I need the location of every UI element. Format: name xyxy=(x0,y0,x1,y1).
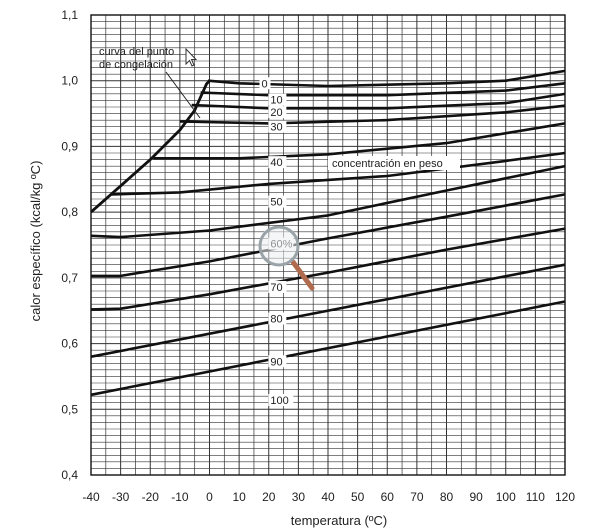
series-label-bg xyxy=(268,93,287,106)
series-line-60 xyxy=(90,164,566,239)
series-line-0 xyxy=(207,69,566,88)
freezing-curve-pointer xyxy=(165,71,201,119)
series-label-80: 80 xyxy=(270,314,282,326)
series-label-30: 30 xyxy=(270,122,282,134)
y-tick-label: 0,9 xyxy=(61,139,78,153)
y-tick-label: 0,4 xyxy=(61,468,78,482)
x-tick-label: 110 xyxy=(526,490,545,504)
series-line-100 xyxy=(90,300,566,397)
series-label-40: 40 xyxy=(270,157,282,169)
freezing-curve-label-line2: de congelación xyxy=(99,59,173,71)
freezing-curve xyxy=(90,79,211,214)
series-label-20: 20 xyxy=(270,107,282,119)
series-line-30 xyxy=(179,104,566,125)
x-tick-label: 120 xyxy=(555,490,575,504)
series-label-100: 100 xyxy=(270,395,288,407)
series-line-90 xyxy=(90,263,566,358)
x-tick-label: 100 xyxy=(496,490,516,504)
x-tick-label: 20 xyxy=(262,490,276,504)
series-label-bg xyxy=(268,120,287,133)
concentration-label-bg xyxy=(328,156,460,170)
series-label-70: 70 xyxy=(270,282,282,294)
x-tick-label: 60 xyxy=(381,490,395,504)
series-label-bg xyxy=(268,156,287,169)
x-tick-label: -30 xyxy=(112,490,130,504)
y-tick-label: 0,6 xyxy=(61,337,78,351)
series-line-20 xyxy=(191,92,566,110)
x-tick-label: 70 xyxy=(410,490,424,504)
series-label-0: 0 xyxy=(262,78,268,90)
series-label-50: 50 xyxy=(270,197,282,209)
x-tick-label: 90 xyxy=(469,490,483,504)
cursor-icon xyxy=(185,47,198,67)
plot-frame xyxy=(90,14,566,476)
plot-border xyxy=(90,14,566,476)
x-tick-label: 40 xyxy=(321,490,335,504)
series-line-50 xyxy=(111,151,566,196)
series-label-bg xyxy=(268,106,287,119)
series-label-bg xyxy=(259,77,271,90)
series-label-90: 90 xyxy=(270,356,282,368)
x-tick-label: 80 xyxy=(440,490,454,504)
freezing-curve-label-line1: curva del punto xyxy=(99,46,174,58)
series-group xyxy=(90,69,566,397)
series-label-10: 10 xyxy=(270,95,282,107)
series-label-bg xyxy=(268,394,294,407)
x-tick-label: 10 xyxy=(232,490,246,504)
y-tick-label: 1,0 xyxy=(61,74,78,88)
y-tick-label: 1,1 xyxy=(61,8,78,22)
x-tick-label: 0 xyxy=(206,490,213,504)
y-tick-label: 0,7 xyxy=(61,271,78,285)
x-tick-label: 50 xyxy=(351,490,365,504)
chart-grid xyxy=(90,14,566,476)
series-label-bg xyxy=(268,195,287,208)
y-axis-title: calor específico (kcal/kg ºC) xyxy=(28,161,43,322)
y-tick-label: 0,8 xyxy=(61,205,78,219)
x-tick-label: -40 xyxy=(82,490,100,504)
x-tick-label: 30 xyxy=(292,490,306,504)
series-line-40 xyxy=(153,122,566,160)
tick-labels: -40 -30 -20 -10 0 10 20 30 40 50 60 70 80 90 100 110 120… xyxy=(61,8,575,504)
x-axis-title: temperatura (ºC) xyxy=(291,513,388,528)
series-line-10 xyxy=(200,82,566,97)
magnifier-icon xyxy=(258,225,315,291)
x-tick-label: -10 xyxy=(171,490,189,504)
freezing-curve-group xyxy=(90,79,211,214)
series-label-bg xyxy=(268,281,287,293)
y-tick-label: 0,5 xyxy=(61,402,78,416)
x-tick-label: -20 xyxy=(142,490,160,504)
concentration-label: concentración en peso xyxy=(332,158,443,170)
series-label-bg xyxy=(268,312,287,325)
series-label-bg xyxy=(268,355,287,368)
